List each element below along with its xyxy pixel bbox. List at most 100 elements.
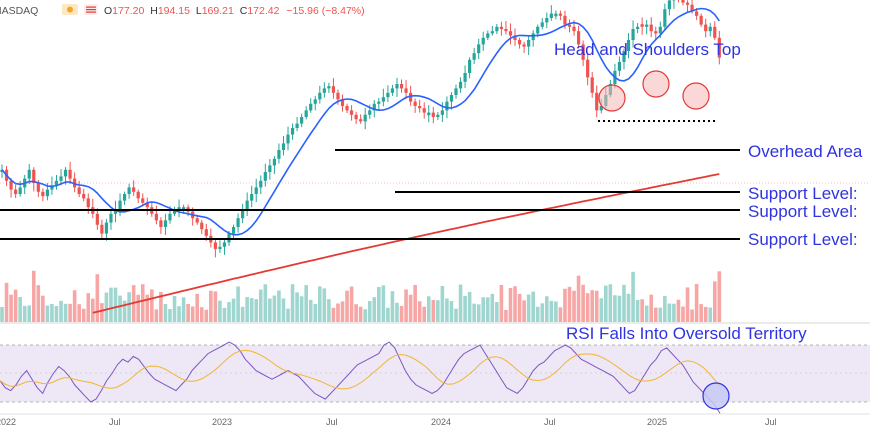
volume-bar [205, 310, 209, 322]
candle [291, 123, 294, 140]
volume-bar [86, 293, 90, 322]
candle [305, 106, 308, 119]
candle [128, 184, 131, 199]
candle [554, 10, 557, 19]
volume-bar [391, 291, 395, 322]
volume-bar [595, 291, 599, 322]
candle [164, 214, 167, 235]
candle [359, 114, 362, 123]
volume-bar [286, 309, 290, 322]
volume-bar [168, 309, 172, 322]
volume-bar [368, 301, 372, 322]
volume-bar [268, 299, 272, 322]
open-value: 177.20 [112, 5, 144, 17]
volume-bar [336, 303, 340, 322]
candle [468, 57, 471, 78]
volume-bar [436, 300, 440, 322]
volume-bar [450, 301, 454, 322]
candle [155, 206, 158, 225]
candle [309, 98, 312, 113]
volume-bar [522, 300, 526, 322]
volume-bar [413, 285, 417, 322]
candle [636, 23, 639, 33]
volume-bar [518, 294, 522, 322]
volume-bar [46, 306, 50, 322]
volume-bar [27, 305, 31, 322]
candle [123, 192, 126, 205]
candle [341, 95, 344, 112]
volume-bar [218, 301, 222, 322]
svg-text:O177.20 H194.15 L1: O177.20 H194.15 L169.21 C172.42 −15.96 (… [104, 5, 365, 17]
volume-bar [690, 310, 694, 322]
volume-bar [577, 276, 581, 322]
candle [364, 108, 367, 129]
candle [550, 5, 553, 21]
volume-bar [422, 307, 426, 322]
right-shoulder-circle [683, 83, 709, 109]
candle [109, 210, 112, 230]
volume-bar [114, 288, 118, 322]
volume-bar [236, 286, 240, 322]
candle [477, 39, 480, 59]
open-label: O [104, 5, 112, 17]
volume-bar [209, 291, 213, 322]
volume-bar [668, 304, 672, 322]
volume-bar [363, 309, 367, 322]
candle [41, 188, 44, 201]
volume-bar [540, 303, 544, 322]
candle [400, 79, 403, 92]
volume-bar [604, 286, 608, 322]
volume-bar [713, 281, 717, 322]
volume-bar [377, 287, 381, 322]
candle [427, 105, 430, 122]
volume-bar [245, 297, 249, 322]
candle [463, 65, 466, 88]
candle [432, 107, 435, 123]
ohlc-legend: NASDAQ O177.20 H194.15 L169.21 C172.42 −… [0, 4, 365, 17]
volume-bar [686, 287, 690, 322]
candle [96, 208, 99, 230]
volume-bar [232, 299, 236, 322]
volume-bar [23, 306, 27, 322]
candle [23, 175, 26, 194]
candle [418, 100, 421, 113]
x-tick-jul-2025: Jul [765, 417, 777, 427]
volume-bar [96, 274, 100, 322]
candle [14, 185, 17, 198]
volume-bar [195, 294, 199, 322]
volume-bar [599, 298, 603, 322]
candle [391, 85, 394, 96]
candle [100, 220, 103, 239]
rsi-band [0, 345, 870, 402]
support-annotation-3: Support Level: [748, 230, 858, 249]
candle [146, 198, 149, 216]
candle [200, 220, 203, 234]
close-value: 172.42 [247, 5, 279, 17]
volume-bar [618, 296, 622, 322]
support-annotation-2: Support Level: [748, 202, 858, 221]
candle [414, 99, 417, 113]
volume-bar [432, 300, 436, 322]
volume-bar [627, 294, 631, 322]
change-value: −15.96 (−8.47%) [286, 5, 364, 17]
candle [223, 240, 226, 255]
volume-bar [9, 295, 13, 322]
volume-bar [59, 301, 63, 322]
candle [55, 175, 58, 190]
candle [459, 77, 462, 93]
volume-bar [718, 271, 722, 322]
candle [286, 127, 289, 151]
high-label: H [150, 5, 158, 17]
volume-bar [477, 304, 481, 322]
candle [327, 83, 330, 93]
volume-bar [613, 295, 617, 322]
volume-bar [581, 285, 585, 322]
candle [32, 167, 35, 191]
candle [713, 21, 716, 40]
overhead-annotation: Overhead Area [748, 142, 863, 161]
candle [686, 0, 689, 12]
candle [323, 82, 326, 97]
candle [382, 89, 385, 107]
candle [386, 85, 389, 102]
candle [355, 112, 358, 124]
